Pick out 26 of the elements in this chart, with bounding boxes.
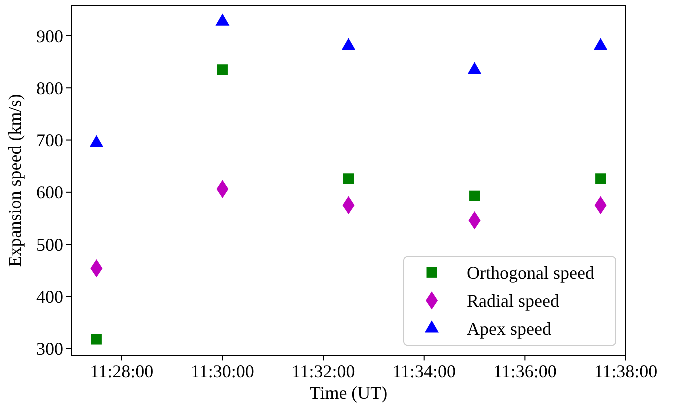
point: [468, 62, 482, 74]
point: [342, 38, 356, 50]
y-tick-label: 900: [36, 26, 64, 46]
point: [90, 135, 104, 148]
y-tick-label: 400: [36, 287, 64, 308]
x-axis-title: Time (UT): [310, 383, 388, 403]
point: [594, 38, 608, 50]
legend-label: Radial speed: [467, 291, 560, 311]
x-tick-label: 11:36:00: [494, 362, 557, 382]
x-tick-label: 11:32:00: [292, 362, 356, 382]
y-axis-title: Expansion speed (km/s): [5, 94, 25, 268]
point: [344, 174, 354, 184]
x-tick-label: 11:34:00: [392, 362, 456, 382]
y-tick-label: 300: [36, 339, 64, 360]
legend-label: Apex speed: [467, 319, 552, 339]
x-tick-label: 11:38:00: [594, 362, 658, 382]
x-tick-label: 11:28:00: [90, 362, 154, 382]
point: [216, 14, 230, 26]
y-tick-label: 700: [36, 130, 64, 151]
y-tick-label: 500: [36, 234, 64, 255]
x-tick-label: 11:30:00: [191, 362, 254, 382]
y-tick-label: 800: [36, 78, 64, 98]
point: [470, 190, 480, 202]
point: [596, 174, 606, 184]
legend-label: Orthogonal speed: [467, 263, 594, 283]
y-tick-label: 600: [36, 182, 64, 203]
